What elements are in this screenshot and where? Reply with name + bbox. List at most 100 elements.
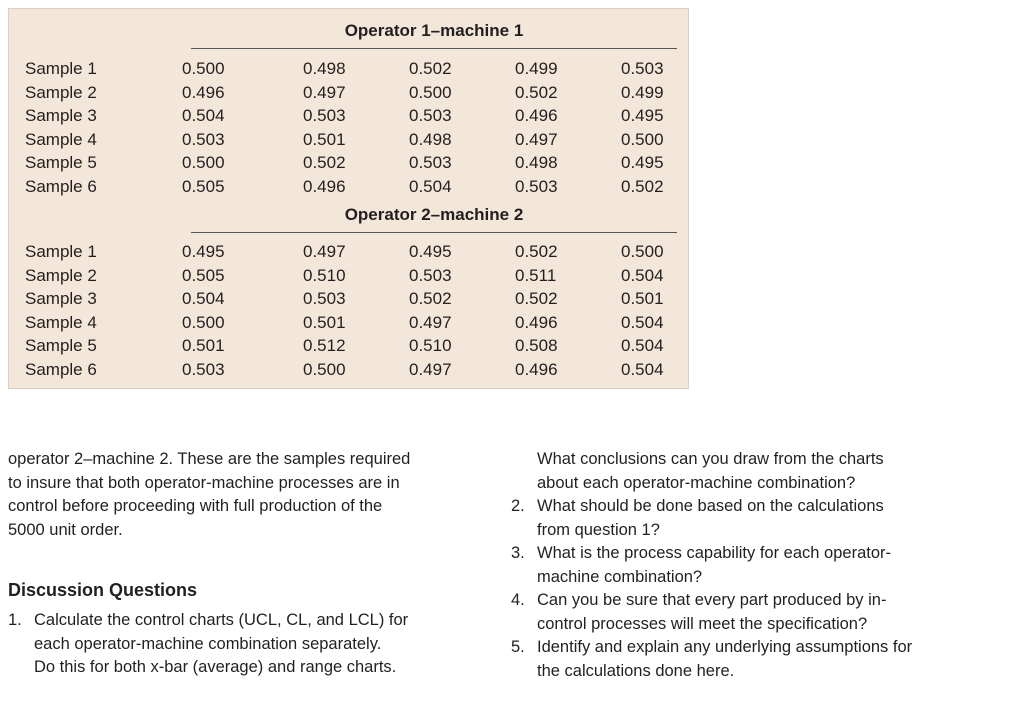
question-number: 4. [511, 591, 525, 609]
question-line: Do this for both x-bar (average) and ran… [34, 658, 397, 676]
measurement-value: 0.511 [515, 265, 557, 285]
table-row: Sample 5 0.501 0.512 0.510 0.508 0.504 [9, 334, 690, 358]
table-row: Sample 4 0.503 0.501 0.498 0.497 0.500 [9, 128, 690, 152]
measurement-value: 0.497 [515, 129, 558, 149]
measurement-value: 0.512 [303, 336, 346, 356]
measurement-value: 0.498 [409, 129, 452, 149]
table-row: Sample 6 0.503 0.500 0.497 0.496 0.504 [9, 358, 690, 382]
sample-label: Sample 5 [25, 153, 97, 173]
sample-label: Sample 4 [25, 129, 97, 149]
measurement-value: 0.498 [515, 153, 558, 173]
measurement-value: 0.500 [621, 242, 664, 261]
measurement-value: 0.496 [515, 312, 558, 332]
table-row: Sample 4 0.500 0.501 0.497 0.496 0.504 [9, 311, 690, 335]
measurement-value: 0.500 [182, 153, 225, 173]
measurement-value: 0.500 [303, 360, 346, 379]
question-line: What is the process capability for each … [537, 544, 892, 562]
measurement-value: 0.500 [409, 82, 452, 102]
measurement-value: 0.503 [303, 106, 346, 126]
measurement-value: 0.496 [515, 106, 558, 126]
question-line: Identify and explain any underlying assu… [537, 638, 913, 656]
question-3: 3. What is the process capability for ea… [511, 542, 981, 589]
question-2: 2. What should be done based on the calc… [511, 495, 981, 542]
body-paragraph: operator 2–machine 2. These are the samp… [8, 448, 474, 542]
measurement-value: 0.503 [409, 265, 452, 285]
question-1: 1. Calculate the control charts (UCL, CL… [8, 609, 464, 680]
measurement-value: 0.496 [303, 177, 346, 196]
measurement-value: 0.495 [621, 153, 664, 173]
sample-label: Sample 1 [25, 59, 97, 78]
measurement-value: 0.504 [182, 289, 225, 309]
question-number: 5. [511, 638, 525, 656]
measurement-value: 0.503 [182, 360, 225, 379]
measurement-value: 0.501 [303, 129, 346, 149]
sample-label: Sample 6 [25, 177, 97, 196]
measurement-value: 0.510 [409, 336, 452, 356]
measurement-value: 0.505 [182, 265, 225, 285]
measurement-value: 0.501 [303, 312, 346, 332]
sample-label: Sample 4 [25, 312, 97, 332]
measurement-value: 0.501 [182, 336, 225, 356]
measurement-value: 0.508 [515, 336, 558, 356]
measurement-value: 0.502 [515, 289, 558, 309]
question-number: 3. [511, 544, 525, 562]
table-row: Sample 6 0.505 0.496 0.504 0.503 0.502 [9, 175, 690, 199]
sample-label: Sample 6 [25, 360, 97, 379]
paragraph-line: operator 2–machine 2. These are the samp… [8, 450, 411, 468]
question-line: each operator-machine combination separa… [34, 634, 382, 653]
table-row: Sample 3 0.504 0.503 0.502 0.502 0.501 [9, 287, 690, 311]
table-row: Sample 2 0.505 0.510 0.503 0.511 0.504 [9, 264, 690, 288]
measurement-value: 0.502 [515, 82, 558, 102]
measurement-value: 0.501 [621, 289, 664, 309]
question-number: 2. [511, 497, 525, 515]
measurement-value: 0.498 [303, 59, 346, 78]
measurement-value: 0.504 [621, 265, 664, 285]
question-line: What conclusions can you draw from the c… [537, 450, 884, 468]
paragraph-line: control before proceeding with full prod… [8, 497, 383, 515]
question-5: 5. Identify and explain any underlying a… [511, 636, 981, 683]
question-line: What should be done based on the calcula… [537, 497, 884, 515]
question-number: 1. [8, 611, 22, 629]
measurement-value: 0.503 [303, 289, 346, 309]
question-line: Calculate the control charts (UCL, CL, a… [34, 611, 409, 629]
measurement-value: 0.496 [515, 360, 558, 379]
table-row: Sample 1 0.495 0.497 0.495 0.502 0.500 [9, 240, 690, 264]
question-line: the calculations done here. [537, 661, 735, 680]
question-line: about each operator-machine combination? [537, 473, 856, 492]
table-row: Sample 1 0.500 0.498 0.502 0.499 0.503 [9, 57, 690, 81]
sample-label: Sample 2 [25, 265, 97, 285]
measurement-value: 0.502 [409, 289, 452, 309]
question-line: from question 1? [537, 520, 660, 539]
sample-label: Sample 2 [25, 82, 97, 102]
section-title-operator-1: Operator 1–machine 1 [344, 21, 524, 40]
paragraph-line: to insure that both operator-machine pro… [8, 473, 400, 492]
measurement-value: 0.495 [621, 106, 664, 126]
measurement-value: 0.504 [409, 177, 452, 196]
sample-label: Sample 1 [25, 242, 97, 261]
table-row: Sample 3 0.504 0.503 0.503 0.496 0.495 [9, 104, 690, 128]
measurement-value: 0.495 [409, 242, 452, 261]
measurement-value: 0.503 [515, 177, 558, 196]
measurement-value: 0.499 [621, 82, 664, 102]
measurement-value: 0.502 [409, 59, 452, 78]
question-line: control processes will meet the specific… [537, 614, 868, 633]
question-line: Can you be sure that every part produced… [537, 591, 887, 609]
discussion-heading: Discussion Questions [8, 580, 198, 600]
measurement-value: 0.505 [182, 177, 225, 196]
paragraph-line: 5000 unit order. [8, 520, 123, 539]
table-row: Sample 5 0.500 0.502 0.503 0.498 0.495 [9, 151, 690, 175]
measurement-value: 0.499 [515, 59, 558, 78]
measurement-value: 0.503 [409, 153, 452, 173]
measurement-value: 0.504 [182, 106, 225, 126]
table-row: Sample 2 0.496 0.497 0.500 0.502 0.499 [9, 81, 690, 105]
measurement-value: 0.497 [303, 82, 346, 102]
measurement-value: 0.500 [182, 312, 225, 332]
measurement-value: 0.502 [515, 242, 558, 261]
sample-label: Sample 5 [25, 336, 97, 356]
sample-label: Sample 3 [25, 289, 97, 309]
measurement-value: 0.503 [621, 59, 664, 78]
measurement-value: 0.500 [621, 129, 664, 149]
sample-data-table: Operator 1–machine 1 Operator 2–machine … [8, 8, 689, 389]
measurement-value: 0.510 [303, 265, 346, 285]
sample-label: Sample 3 [25, 106, 97, 126]
